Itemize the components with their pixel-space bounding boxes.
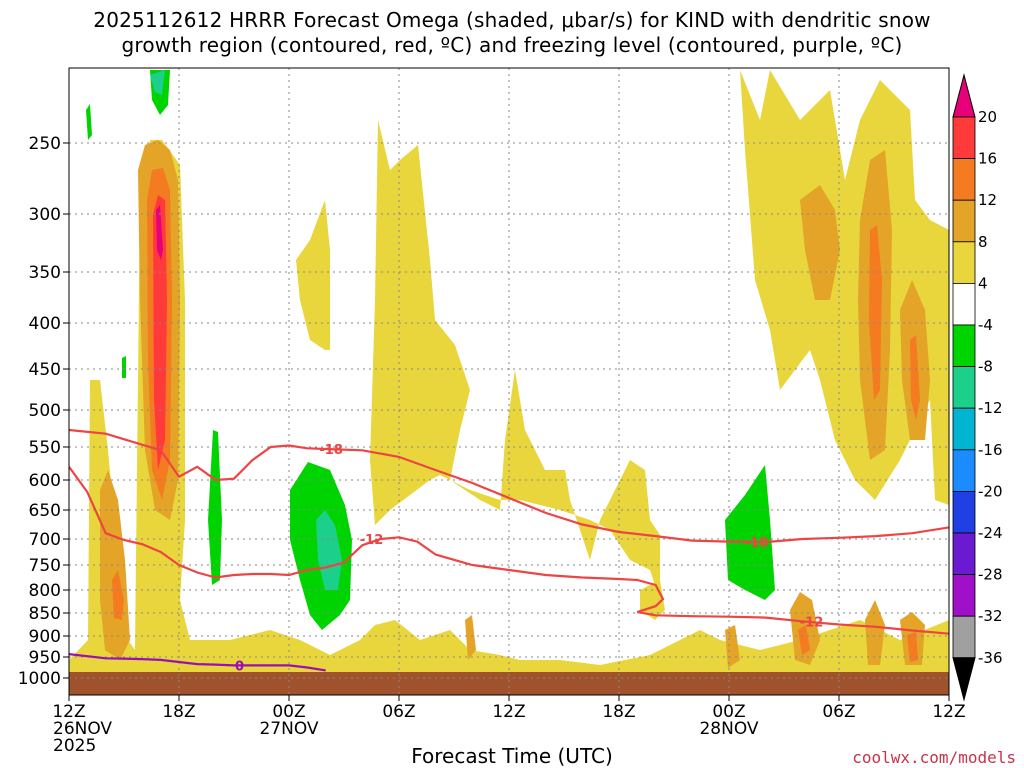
x-tick-label: 00Z	[712, 702, 745, 722]
omega-region-neg4toneg8	[122, 356, 126, 378]
x-axis-title: Forecast Time (UTC)	[411, 744, 613, 768]
contour-label: 0	[235, 659, 244, 674]
y-tick-label: 600	[29, 471, 61, 491]
colorbar-label: 16	[978, 150, 997, 168]
colorbar-label: -12	[978, 399, 1003, 417]
contour-line-0	[69, 653, 326, 672]
colorbar-label: -28	[978, 566, 1003, 584]
omega-region-neg4toneg8	[86, 104, 92, 140]
y-tick-label: 500	[29, 401, 61, 421]
colorbar-label: -16	[978, 441, 1003, 459]
colorbar-bin	[952, 73, 976, 118]
y-tick-label: 900	[29, 627, 61, 647]
colorbar-label: 20	[978, 108, 997, 126]
x-tick-label: 06Z	[822, 702, 855, 722]
colorbar-bin	[952, 366, 976, 409]
x-tick-label: 12Z	[932, 702, 965, 722]
omega-region-neg4toneg8	[725, 465, 775, 600]
colorbar-bin	[952, 449, 976, 492]
omega-region-12to16	[907, 632, 918, 662]
omega-region-4to8	[740, 70, 949, 505]
omega-shading	[69, 70, 949, 695]
colorbar-bin	[952, 282, 976, 326]
omega-region-12to16	[869, 225, 882, 400]
omega-region-8to12	[100, 470, 130, 660]
omega-region-8to12	[465, 615, 476, 660]
colorbar: 20 16 12 8 4 -4 -8 -12 -16 -20 -24 -28 -32 -36	[952, 73, 1003, 702]
credit-text: coolwx.com/models	[852, 748, 1016, 767]
x-date-label: 27NOV	[259, 719, 318, 739]
omega-region-12to16	[112, 570, 124, 620]
y-tick-label: 650	[29, 501, 61, 521]
omega-region-4to8	[370, 120, 660, 600]
colorbar-bin	[952, 241, 976, 284]
colorbar-bin	[952, 615, 976, 659]
y-tick-label: 700	[29, 530, 61, 550]
colorbar-label: 4	[978, 274, 988, 292]
x-tick-label: 00Z	[272, 702, 305, 722]
colorbar-label: 8	[978, 233, 988, 251]
y-tick-label: 850	[29, 604, 61, 624]
omega-region-neg8toneg12	[150, 70, 165, 95]
omega-region-neg8toneg12	[316, 510, 342, 590]
y-tick-label: 300	[29, 205, 61, 225]
contours: -18 -18 -12 -12 0	[69, 428, 949, 674]
contour-label: -12	[800, 615, 824, 630]
colorbar-bin	[952, 407, 976, 451]
contour-line--18	[69, 428, 949, 544]
omega-region-16to20	[153, 195, 167, 470]
y-tick-label: 750	[29, 556, 61, 576]
y-tick-label: 400	[29, 314, 61, 334]
y-tick-label: 800	[29, 581, 61, 601]
y-tick-label: 550	[29, 438, 61, 458]
colorbar-bin	[952, 158, 976, 201]
x-tick-label: 12Z	[492, 702, 525, 722]
omega-region-12to16	[798, 625, 810, 655]
chart-title-line-2: growth region (contoured, red, ºC) and f…	[121, 33, 903, 57]
x-date-label: 28NOV	[699, 719, 758, 739]
chart-title-line-1: 2025112612 HRRR Forecast Omega (shaded, …	[93, 8, 931, 32]
contour-label: -18	[745, 536, 769, 551]
omega-region-4to8	[296, 200, 330, 350]
colorbar-label: -4	[978, 316, 993, 334]
omega-region-8to12	[800, 185, 840, 300]
omega-region-8to12	[865, 600, 885, 665]
omega-region-neg4toneg8	[208, 430, 222, 585]
colorbar-label: -36	[978, 649, 1003, 667]
x-tick-label: 18Z	[162, 702, 195, 722]
y-axis: 250 300 350 400 450 500 550 600 650 700 750 800 850 9…	[18, 134, 69, 689]
colorbar-label: -24	[978, 524, 1003, 542]
colorbar-bin	[952, 532, 976, 575]
colorbar-bin	[952, 657, 976, 702]
x-tick-label: 06Z	[382, 702, 415, 722]
contour-label: -18	[319, 443, 343, 458]
y-tick-label: 1000	[18, 669, 61, 689]
contour-label: -12	[360, 533, 384, 548]
x-tick-label: 12Z	[52, 702, 85, 722]
colorbar-label: -20	[978, 482, 1003, 500]
y-tick-label: 950	[29, 648, 61, 668]
y-tick-label: 450	[29, 360, 61, 380]
colorbar-label: 12	[978, 191, 997, 209]
omega-region-over20	[156, 205, 163, 260]
colorbar-bin	[952, 574, 976, 617]
colorbar-bin	[952, 490, 976, 534]
omega-region-12to16	[910, 335, 920, 420]
colorbar-bin	[952, 116, 976, 159]
contour-line--12	[69, 466, 949, 635]
colorbar-bin	[952, 199, 976, 243]
y-tick-label: 250	[29, 134, 61, 154]
x-tick-label: 18Z	[602, 702, 635, 722]
colorbar-label: -32	[978, 607, 1003, 625]
y-tick-label: 350	[29, 263, 61, 283]
x-date-label: 26NOV	[53, 719, 112, 739]
colorbar-bin	[952, 324, 976, 367]
colorbar-label: -8	[978, 358, 993, 376]
x-date-label: 2025	[53, 736, 96, 756]
